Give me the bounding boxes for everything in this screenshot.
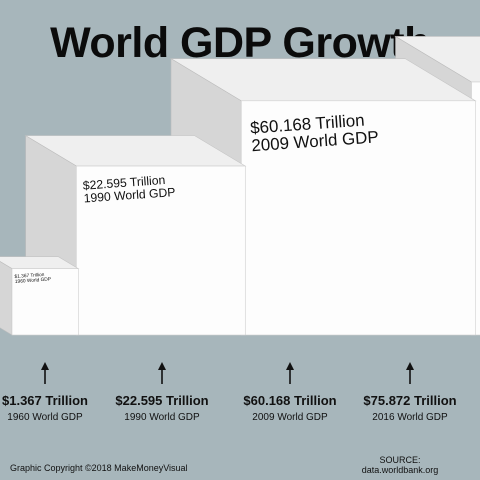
chart-title: World GDP Growth bbox=[50, 19, 430, 67]
bottom-value-2016: $75.872 Trillion bbox=[363, 393, 456, 408]
cube-1960-face-label-2: 1960 World GDP bbox=[15, 276, 52, 285]
arrow-2016-head bbox=[406, 362, 414, 370]
cube-1990-face-label-1: $22.595 Trillion bbox=[82, 173, 165, 193]
arrow-2009-head bbox=[286, 362, 294, 370]
cube-1960-side bbox=[0, 261, 13, 336]
cube-1990-front bbox=[76, 165, 246, 336]
bottom-value-1990: $22.595 Trillion bbox=[115, 393, 208, 408]
cube-1990-face-label-2: 1990 World GDP bbox=[83, 185, 176, 205]
bottom-caption-1960: 1960 World GDP bbox=[7, 412, 83, 423]
bottom-value-2009: $60.168 Trillion bbox=[243, 393, 336, 408]
source-label: SOURCE: bbox=[379, 455, 421, 465]
bottom-caption-2009: 2009 World GDP bbox=[252, 412, 328, 423]
arrow-1960-head bbox=[41, 362, 49, 370]
copyright-text: Graphic Copyright ©2018 MakeMoneyVisual bbox=[10, 463, 188, 473]
cube-1960-face-label-1: $1.367 Trillion bbox=[14, 272, 45, 280]
bottom-caption-1990: 1990 World GDP bbox=[124, 412, 200, 423]
bottom-value-1960: $1.367 Trillion bbox=[2, 393, 88, 408]
cube-1960-front bbox=[11, 268, 79, 336]
source-url: data.worldbank.org bbox=[361, 465, 439, 476]
bottom-caption-2016: 2016 World GDP bbox=[372, 412, 448, 423]
arrow-1990-head bbox=[158, 362, 166, 370]
source-note: SOURCE: data.worldbank.org bbox=[340, 455, 460, 476]
cube-2009-front bbox=[240, 100, 476, 336]
